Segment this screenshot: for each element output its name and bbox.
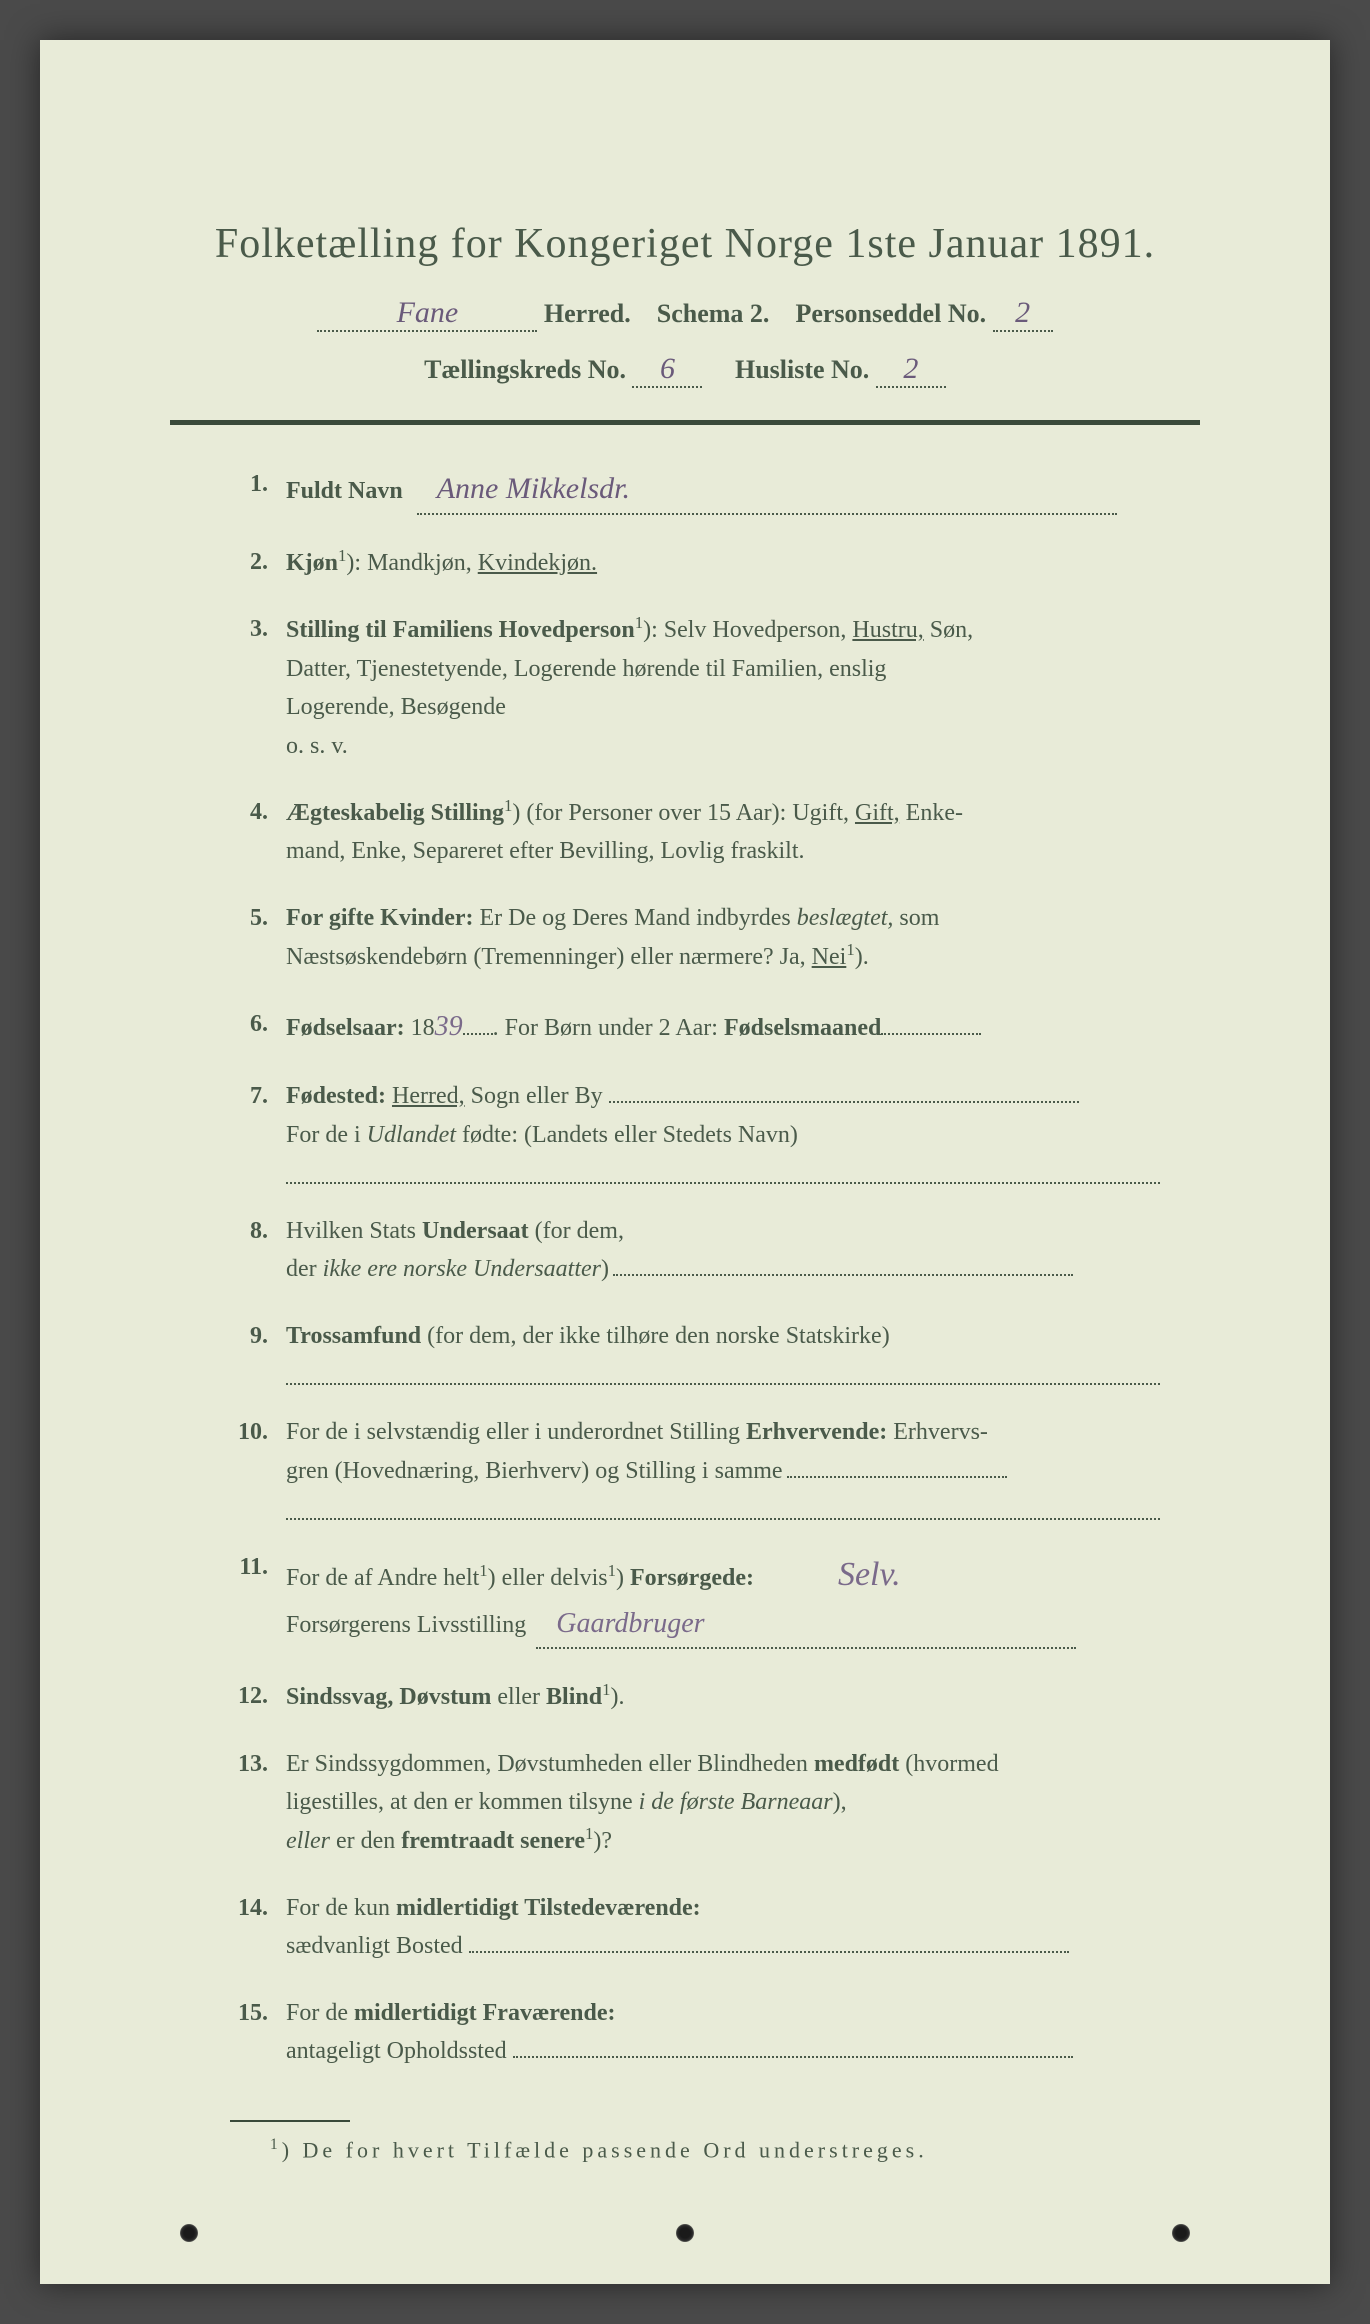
item-7-label: Fødested:	[286, 1083, 386, 1109]
item-6-label2: Fødselsmaaned	[724, 1015, 881, 1041]
item-num: 4.	[230, 793, 286, 871]
kreds-label: Tællingskreds No.	[424, 355, 626, 384]
item-11: 11. For de af Andre helt1) eller delvis1…	[230, 1548, 1160, 1649]
item-1-label: Fuldt Navn	[286, 478, 403, 504]
item-num: 10.	[230, 1413, 286, 1520]
punch-hole-icon	[676, 2224, 694, 2242]
kreds-no: 6	[660, 352, 675, 386]
item-7: 7. Fødested: Herred, Sogn eller By For d…	[230, 1077, 1160, 1184]
item-num: 11.	[230, 1548, 286, 1649]
item-12-label2: Blind	[546, 1684, 602, 1710]
census-form-paper: Folketælling for Kongeriget Norge 1ste J…	[40, 40, 1330, 2284]
item-9: 9. Trossamfund (for dem, der ikke tilhør…	[230, 1317, 1160, 1385]
item-10: 10. For de i selvstændig eller i underor…	[230, 1413, 1160, 1520]
item-4: 4. Ægteskabelig Stilling1) (for Personer…	[230, 793, 1160, 871]
item-12: 12. Sindssvag, Døvstum eller Blind1).	[230, 1677, 1160, 1716]
item-15: 15. For de midlertidigt Fraværende: anta…	[230, 1994, 1160, 2071]
item-num: 12.	[230, 1677, 286, 1716]
form-body: 1. Fuldt Navn Anne Mikkelsdr. 2. Kjøn1):…	[170, 465, 1200, 2070]
item-3-underlined: Hustru,	[852, 617, 923, 643]
item-9-label: Trossamfund	[286, 1323, 421, 1349]
herred-handwritten: Fane	[397, 296, 459, 330]
punch-hole-icon	[180, 2224, 198, 2242]
dotted-blank-line	[286, 1496, 1160, 1520]
dotted-blank-line	[286, 1361, 1160, 1385]
item-6-label: Fødselsaar:	[286, 1015, 405, 1041]
footnote: 1) De for hvert Tilfælde passende Ord un…	[170, 2136, 1200, 2163]
header-rule	[170, 420, 1200, 425]
item-8: 8. Hvilken Stats Undersaat (for dem, der…	[230, 1212, 1160, 1289]
item-4-underlined: Gift,	[855, 800, 900, 826]
item-num: 2.	[230, 543, 286, 582]
item-num: 1.	[230, 465, 286, 515]
item-1-value: Anne Mikkelsdr.	[417, 465, 630, 513]
item-11-hw1: Selv.	[838, 1556, 901, 1593]
personseddel-no: 2	[1015, 296, 1030, 330]
item-num: 13.	[230, 1745, 286, 1861]
personseddel-label: Personseddel No.	[795, 299, 986, 328]
item-11-hw2: Gaardbruger	[536, 1608, 704, 1639]
item-num: 3.	[230, 610, 286, 765]
item-10-label: Erhvervende:	[746, 1419, 887, 1445]
item-num: 14.	[230, 1889, 286, 1966]
item-14-label: midlertidigt Tilstedeværende:	[396, 1895, 701, 1921]
item-4-label: Ægteskabelig Stilling	[286, 800, 504, 826]
schema-label: Schema 2.	[657, 299, 770, 328]
husliste-label: Husliste No.	[735, 355, 869, 384]
item-num: 15.	[230, 1994, 286, 2071]
item-num: 5.	[230, 899, 286, 977]
item-num: 8.	[230, 1212, 286, 1289]
item-num: 6.	[230, 1005, 286, 1050]
item-5-underlined: Nei	[812, 944, 847, 970]
item-3-label: Stilling til Familiens Hovedperson	[286, 617, 635, 643]
item-7-underlined: Herred,	[392, 1083, 465, 1109]
punch-hole-icon	[1172, 2224, 1190, 2242]
item-13-label3: fremtraadt senere	[401, 1828, 585, 1854]
item-3: 3. Stilling til Familiens Hovedperson1):…	[230, 610, 1160, 765]
footnote-rule	[230, 2120, 350, 2122]
item-6: 6. Fødselsaar: 1839. For Børn under 2 Aa…	[230, 1005, 1160, 1050]
item-5: 5. For gifte Kvinder: Er De og Deres Man…	[230, 899, 1160, 977]
item-num: 9.	[230, 1317, 286, 1385]
form-title: Folketælling for Kongeriget Norge 1ste J…	[170, 220, 1200, 268]
herred-label: Herred.	[544, 299, 631, 328]
item-5-label: For gifte Kvinder:	[286, 905, 474, 931]
item-num: 7.	[230, 1077, 286, 1184]
item-12-label: Sindssvag, Døvstum	[286, 1684, 491, 1710]
subtitle-row-1: Fane Herred. Schema 2. Personseddel No. …	[170, 296, 1200, 332]
item-6-year: 39	[435, 1011, 463, 1042]
husliste-no: 2	[903, 352, 918, 386]
item-15-label: midlertidigt Fraværende:	[354, 2000, 616, 2026]
item-2-label: Kjøn	[286, 550, 338, 576]
item-2-underlined: Kvindekjøn.	[478, 550, 597, 576]
item-2: 2. Kjøn1): Mandkjøn, Kvindekjøn.	[230, 543, 1160, 582]
item-1: 1. Fuldt Navn Anne Mikkelsdr.	[230, 465, 1160, 515]
item-14: 14. For de kun midlertidigt Tilstedevære…	[230, 1889, 1160, 1966]
item-11-label: Forsørgede:	[630, 1565, 754, 1591]
item-13-label: medfødt	[814, 1751, 899, 1777]
item-8-label: Undersaat	[422, 1218, 529, 1244]
subtitle-row-2: Tællingskreds No. 6 Husliste No. 2	[170, 352, 1200, 388]
dotted-blank-line	[286, 1160, 1160, 1184]
item-13: 13. Er Sindssygdommen, Døvstumheden elle…	[230, 1745, 1160, 1861]
